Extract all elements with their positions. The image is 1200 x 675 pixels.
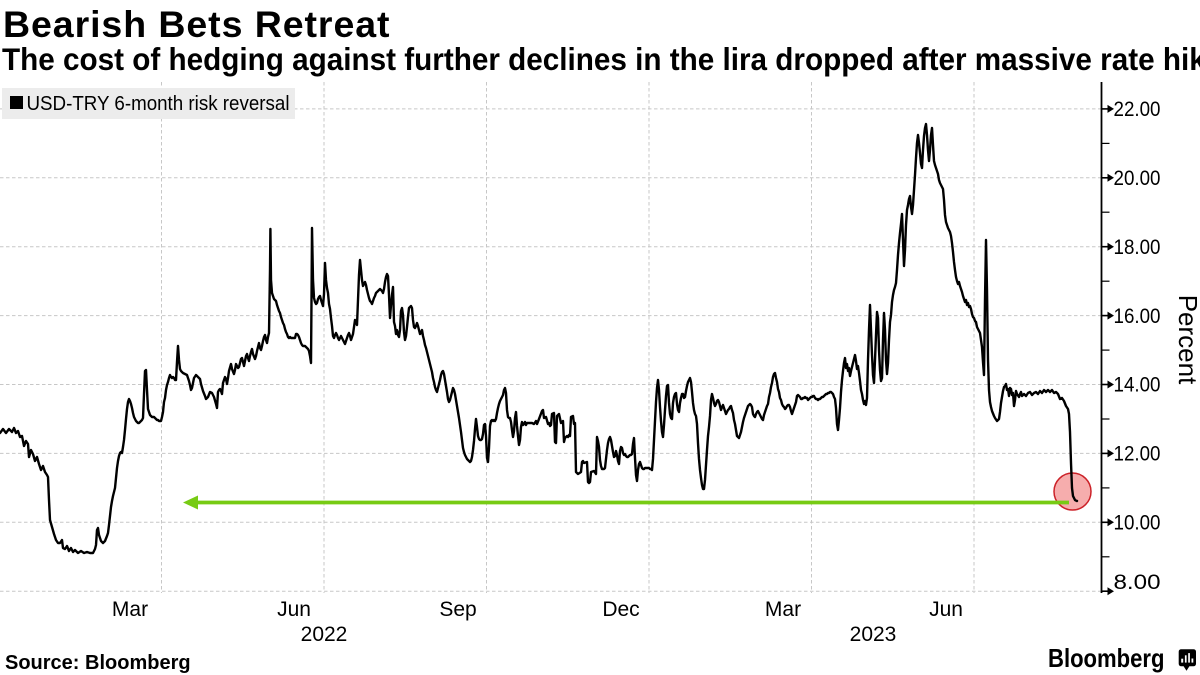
svg-text:Bearish Bets Retreat: Bearish Bets Retreat [3,3,390,45]
svg-text:Dec: Dec [602,598,639,621]
svg-text:18.00: 18.00 [1114,236,1161,259]
svg-text:16.00: 16.00 [1114,305,1161,328]
svg-text:Jun: Jun [929,598,963,621]
svg-text:Bloomberg: Bloomberg [1048,643,1165,673]
svg-text:Jun: Jun [277,598,311,621]
svg-text:12.00: 12.00 [1114,443,1161,466]
svg-text:Mar: Mar [112,598,148,621]
svg-text:22.00: 22.00 [1114,98,1161,121]
svg-text:10.00: 10.00 [1114,512,1161,535]
svg-text:Source: Bloomberg: Source: Bloomberg [5,652,191,674]
svg-text:2022: 2022 [301,623,348,646]
svg-text:8.00: 8.00 [1114,571,1161,594]
svg-text:Mar: Mar [765,598,801,621]
svg-text:20.00: 20.00 [1114,167,1161,190]
svg-text:Sep: Sep [439,598,476,621]
svg-text:Percent: Percent [1173,295,1200,385]
svg-text:The cost of hedging against fu: The cost of hedging against further decl… [2,42,1200,77]
svg-text:14.00: 14.00 [1114,374,1161,397]
svg-text:2023: 2023 [850,623,897,646]
svg-text:USD-TRY 6-month risk reversal: USD-TRY 6-month risk reversal [27,93,290,115]
